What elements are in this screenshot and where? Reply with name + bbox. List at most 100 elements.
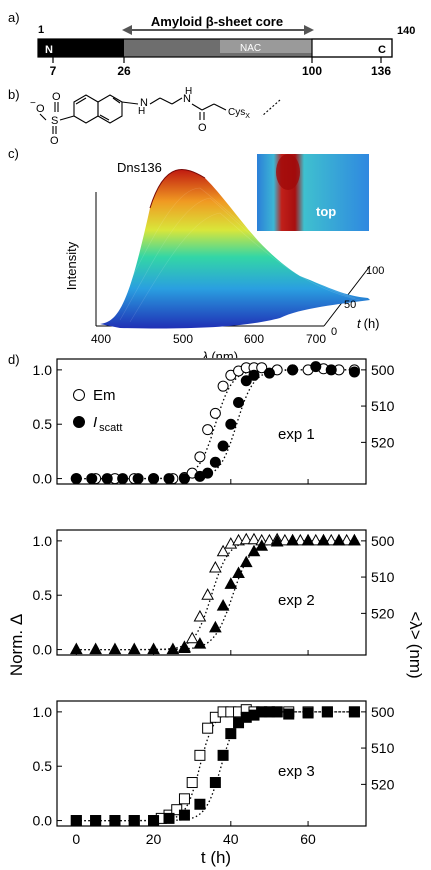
x-tick-label: 40 <box>223 831 239 847</box>
scatter-point <box>70 473 82 485</box>
atom-o-1: O <box>36 103 45 115</box>
atom-h-2: H <box>185 86 192 97</box>
scatter-point <box>225 418 237 430</box>
panel-annotation: exp 2 <box>278 592 315 609</box>
y-left-tick-label: 1.0 <box>33 533 53 549</box>
scatter-point <box>209 777 221 789</box>
scatter-point <box>209 620 222 633</box>
surface-title: Dns136 <box>117 160 162 175</box>
x-tick-label: 60 <box>300 831 316 847</box>
scatter-point <box>148 473 160 485</box>
scatter-point <box>209 456 221 468</box>
scatter-point <box>128 815 140 827</box>
em-point <box>201 588 214 600</box>
x-tick-600: 600 <box>244 332 264 346</box>
em-point <box>247 532 261 545</box>
scatter-fit-curve <box>76 540 359 651</box>
em-point <box>239 532 253 545</box>
z-axis-label: Intensity <box>64 241 79 290</box>
y-right-tick-label: 520 <box>371 434 395 450</box>
scatter-point <box>270 534 284 547</box>
kinetics-panel-1: 0.0 0.5 1.0 500 510 520 exp 1 Em I scatt <box>33 358 395 487</box>
residue-140-label: 140 <box>397 25 415 37</box>
em-point <box>217 380 229 392</box>
left-y-axis-label: Norm. Δ <box>7 614 26 676</box>
y-axis-label: t (h) <box>357 316 380 331</box>
right-y-axis-label: <λ>(nm) <box>406 611 425 678</box>
dansyl-structure: − O S O O H N N H O CysX <box>30 86 281 147</box>
kinetics-chart: Norm. Δ <λ>(nm) t (h) 0.0 0.5 1.0 500 510 520… <box>7 358 425 867</box>
y-right-tick-label: 500 <box>371 362 395 378</box>
y-left-tick-label: 0.5 <box>33 758 53 774</box>
em-point <box>194 451 206 463</box>
scatter-point <box>163 812 175 824</box>
scatter-point <box>70 815 82 827</box>
y-tick-50: 50 <box>344 299 356 311</box>
em-point <box>216 544 230 557</box>
scatter-point <box>108 642 122 655</box>
y-left-tick-label: 0.5 <box>33 416 53 432</box>
legend-scatter-marker <box>73 416 85 428</box>
em-point <box>202 722 214 734</box>
scatter-point <box>232 566 245 578</box>
em-point <box>324 533 338 546</box>
scatter-point <box>217 749 229 761</box>
scatter-point <box>127 642 141 655</box>
em-point <box>209 407 221 419</box>
y-right-tick-label: 500 <box>371 533 395 549</box>
scatter-point <box>321 706 333 718</box>
domain-outline <box>37 38 393 58</box>
scatter-point <box>348 706 360 718</box>
nac-region <box>220 39 312 53</box>
atom-o-2: O <box>52 91 61 103</box>
residue-26-label: 26 <box>117 64 131 78</box>
surface-plot: Dns136 Intensity 400 500 600 700 λ (nm) 0… <box>64 154 384 358</box>
panel-label-d: d) <box>8 352 20 367</box>
scatter-point <box>283 708 295 720</box>
y-tick-100: 100 <box>366 265 384 277</box>
ring-left <box>73 94 99 124</box>
legend-em-label: Em <box>93 387 116 404</box>
x-tick-label: 20 <box>146 831 162 847</box>
panel-label-c: c) <box>8 146 19 161</box>
scatter-point <box>90 815 102 827</box>
em-point <box>194 749 206 761</box>
scatter-point <box>217 440 229 452</box>
y-left-tick-label: 0.5 <box>33 587 53 603</box>
scatter-point <box>332 533 346 546</box>
em-point <box>293 533 307 546</box>
residue-7-label: 7 <box>50 64 57 78</box>
y-right-tick-label: 520 <box>371 605 395 621</box>
scatter-point <box>310 361 322 373</box>
scatter-point <box>89 642 102 655</box>
sulfonate-charge: − <box>30 98 36 109</box>
scatter-point <box>224 577 238 589</box>
domain-bar-figure: 1 140 Amyloid β-sheet core N C NAC 7 26 … <box>37 14 415 78</box>
y-right-tick-label: 510 <box>371 398 395 414</box>
y-left-tick-label: 1.0 <box>33 704 53 720</box>
em-fit-curve <box>76 540 359 651</box>
scatter-point <box>163 473 175 485</box>
scatter-point <box>348 366 360 378</box>
em-point <box>209 561 222 573</box>
scatter-point <box>193 637 207 649</box>
em-point <box>185 631 199 644</box>
n-terminus-label: N <box>45 44 53 56</box>
scatter-point <box>166 642 180 655</box>
scatter-point <box>317 533 330 546</box>
intensity-surface <box>100 169 370 329</box>
scatter-point <box>286 533 299 546</box>
x-tick-500: 500 <box>173 332 193 346</box>
panel-annotation: exp 1 <box>278 426 315 443</box>
scatter-point <box>178 473 190 485</box>
inset-hotspot <box>276 154 300 190</box>
kinetics-panel-2: 0.0 0.5 1.0 500 510 520 exp 2 <box>33 529 395 658</box>
y-left-tick-label: 0.0 <box>33 471 53 487</box>
atom-s: S <box>51 115 58 127</box>
kinetics-panel-3: 0 20 40 60 0.0 0.5 1.0 500 510 520 exp 3 <box>33 700 395 847</box>
y-right-tick-label: 520 <box>371 776 395 792</box>
atom-o-3: O <box>50 135 59 147</box>
scatter-point <box>86 473 98 485</box>
core-title: Amyloid β-sheet core <box>151 14 283 29</box>
y-right-tick-label: 510 <box>371 740 395 756</box>
